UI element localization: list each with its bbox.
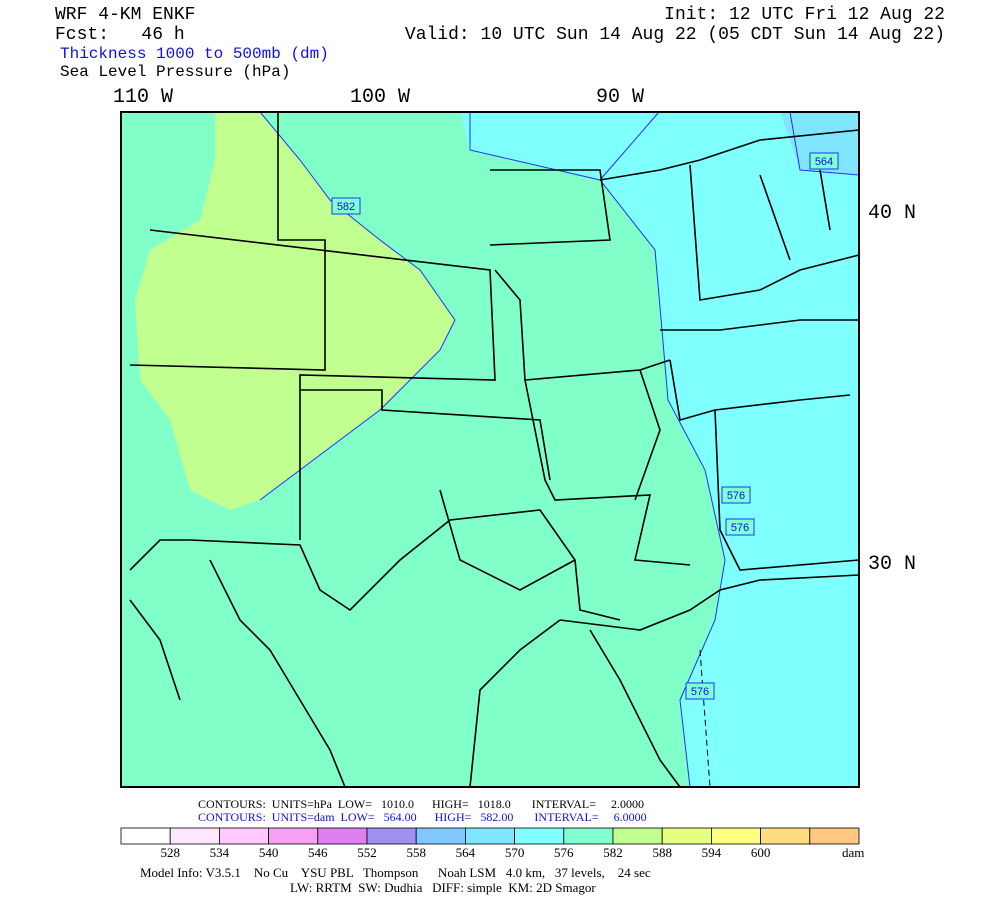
latitude-label: 40 N [868, 202, 916, 225]
colorbar-label: 588 [652, 845, 672, 860]
colorbar-label: 528 [160, 845, 180, 860]
colorbar-swatch [415, 827, 466, 845]
colorbar-swatch [661, 827, 712, 845]
colorbar-swatch [711, 827, 762, 845]
colorbar-swatch [120, 827, 171, 845]
contour-label: 582 [337, 201, 355, 213]
contour-label: 576 [691, 686, 709, 698]
state-borders [129, 112, 860, 788]
colorbar-label: 546 [308, 845, 328, 860]
contour-label-box [331, 197, 361, 215]
colorbar-label: 576 [554, 845, 574, 860]
contour-label: 576 [727, 490, 745, 502]
field-slp: Sea Level Pressure (hPa) [60, 63, 290, 81]
colorbar-label: 564 [456, 845, 476, 860]
colorbar-label: 594 [702, 845, 722, 860]
colorbar-label: 582 [603, 845, 623, 860]
contour-label-box [685, 682, 715, 700]
init-time: Init: 12 UTC Fri 12 Aug 22 [664, 5, 945, 25]
colorbar-unit: dam [842, 845, 864, 860]
thickness-582-588 [135, 112, 455, 510]
colorbar-swatch [760, 827, 811, 845]
forecast-hour: Fcst: 46 h [55, 25, 185, 45]
colorbar-swatch [366, 827, 417, 845]
colorbar-swatch [612, 827, 663, 845]
contour-label: 576 [731, 522, 749, 534]
contour-label-box [725, 518, 755, 536]
contours-slp: CONTOURS: UNITS=hPa LOW= 1010.0 HIGH= 10… [198, 797, 644, 811]
map-frame [120, 111, 860, 788]
valid-time: Valid: 10 UTC Sun 14 Aug 22 (05 CDT Sun … [405, 25, 945, 45]
contour-582 [215, 111, 456, 501]
colorbar-swatch [809, 827, 860, 845]
latitude-label: 30 N [868, 553, 916, 576]
colorbar-label: 570 [505, 845, 525, 860]
model-info: Model Info: V3.5.1 No Cu YSU PBL Thompso… [140, 865, 651, 880]
colorbar-label: 540 [259, 845, 279, 860]
contour-564 [789, 111, 860, 176]
colorbar-label: 558 [406, 845, 426, 860]
contours-thickness: CONTOURS: UNITS=dam LOW= 564.00 HIGH= 58… [198, 810, 647, 824]
colorbar-swatch [464, 827, 515, 845]
longitude-label: 110 W [113, 86, 173, 109]
contour-label: 564 [815, 156, 833, 168]
model-physics: LW: RRTM SW: Dudhia DIFF: simple KM: 2D … [290, 880, 596, 895]
colorbar-swatch [268, 827, 319, 845]
colorbar-label: 534 [210, 845, 230, 860]
field-thickness: Thickness 1000 to 500mb (dm) [60, 45, 329, 63]
thickness-564-570 [780, 112, 859, 175]
contour-label-box [721, 486, 751, 504]
pressure-contour [699, 649, 711, 788]
thickness-570-576 [460, 112, 859, 787]
colorbar-swatch [563, 827, 614, 845]
longitude-label: 90 W [596, 86, 644, 109]
colorbar-swatch [317, 827, 368, 845]
colorbar-label: 600 [751, 845, 771, 860]
longitude-label: 100 W [350, 86, 410, 109]
colorbar-swatch [169, 827, 220, 845]
contour-label-box [809, 152, 839, 170]
colorbar-swatch [514, 827, 565, 845]
colorbar-swatch [218, 827, 269, 845]
model-name: WRF 4-KM ENKF [55, 5, 195, 25]
map: 582 564 576 576 576 [120, 111, 860, 788]
colorbar-label: 552 [357, 845, 377, 860]
